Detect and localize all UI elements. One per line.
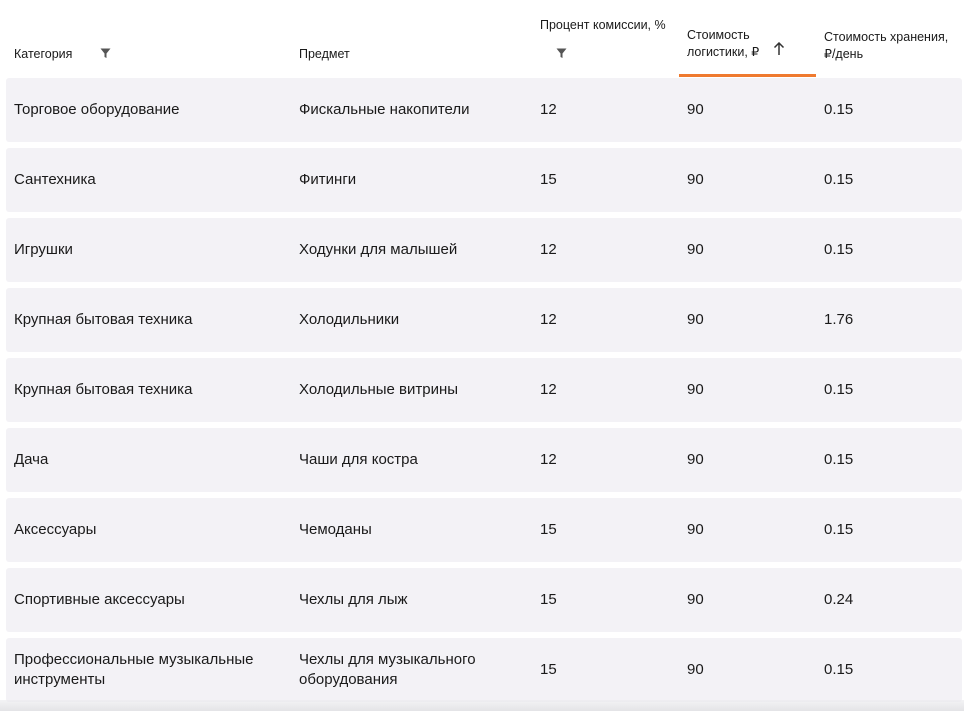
cell-commission: 15 — [540, 521, 557, 538]
cell-category: Аксессуары — [14, 521, 97, 538]
column-header-label: Стоимость хранения, — [824, 30, 949, 44]
cell-logistics: 90 — [687, 241, 704, 258]
column-header-label: Предмет — [299, 47, 350, 61]
column-header-logistics[interactable]: Стоимость логистики, ₽ — [687, 27, 759, 61]
cell-logistics: 90 — [687, 591, 704, 608]
column-header-label: Стоимость — [687, 28, 750, 42]
filter-icon[interactable] — [100, 47, 111, 64]
table-row[interactable]: Дача Чаши для костра 12 90 0.15 — [6, 428, 962, 492]
table-row[interactable]: Сантехника Фитинги 15 90 0.15 — [6, 148, 962, 212]
table-row[interactable]: Торговое оборудование Фискальные накопите… — [6, 78, 962, 142]
cell-subject: Фитинги — [299, 171, 357, 188]
cell-category: Сантехника — [14, 171, 96, 188]
cell-subject: Холодильные витрины — [299, 381, 459, 398]
cell-storage: 0.24 — [824, 591, 854, 608]
cell-commission: 12 — [540, 451, 557, 468]
column-header-subject[interactable]: Предмет — [299, 46, 350, 63]
column-header-label: Процент комиссии, % — [540, 18, 666, 32]
cell-logistics: 90 — [687, 101, 704, 118]
cell-subject: Фискальные накопители — [299, 101, 470, 118]
cell-logistics: 90 — [687, 451, 704, 468]
cell-category: Спортивные аксессуары — [14, 591, 185, 608]
scroll-fade — [0, 700, 964, 711]
cell-storage: 1.76 — [824, 311, 854, 328]
table-row[interactable]: Крупная бытовая техника Холодильники 12 90 1… — [6, 288, 962, 352]
cell-storage: 0.15 — [824, 241, 854, 258]
table-row[interactable]: Спортивные аксессуары Чехлы для лыж 15 90 0.… — [6, 568, 962, 632]
cell-logistics: 90 — [687, 311, 704, 328]
column-header-label: Категория — [14, 47, 73, 61]
cell-storage: 0.15 — [824, 451, 854, 468]
cell-logistics: 90 — [687, 171, 704, 188]
cell-commission: 12 — [540, 311, 557, 328]
cell-commission: 15 — [540, 661, 557, 678]
cell-storage: 0.15 — [824, 381, 854, 398]
cell-storage: 0.15 — [824, 171, 854, 188]
cell-subject: Ходунки для малышей — [299, 241, 458, 258]
cell-logistics: 90 — [687, 521, 704, 538]
table-row[interactable]: Игрушки Ходунки для малышей 12 90 0.15 — [6, 218, 962, 282]
table-row[interactable]: Крупная бытовая техника Холодильные витри… — [6, 358, 962, 422]
cell-subject: Холодильники — [299, 311, 400, 328]
cell-logistics: 90 — [687, 661, 704, 678]
cell-category: Профессиональные музыкальные инструменты — [14, 651, 254, 688]
column-header-category[interactable]: Категория — [14, 46, 72, 63]
cell-commission: 15 — [540, 591, 557, 608]
cell-logistics: 90 — [687, 381, 704, 398]
table-row[interactable]: Профессиональные музыкальные инструменты… — [6, 638, 962, 702]
cell-subject: Чаши для костра — [299, 451, 418, 468]
arrow-up-icon[interactable] — [773, 41, 785, 61]
cell-commission: 12 — [540, 101, 557, 118]
column-header-commission[interactable]: Процент комиссии, % — [540, 17, 666, 34]
cell-category: Крупная бытовая техника — [14, 311, 193, 328]
column-header-label: логистики, ₽ — [687, 45, 760, 59]
table-row[interactable]: Аксессуары Чемоданы 15 90 0.15 — [6, 498, 962, 562]
table-header: Категория Предмет Процент комиссии, % Ст… — [0, 0, 964, 77]
active-sort-indicator — [679, 74, 816, 77]
column-header-label: ₽/день — [824, 47, 864, 61]
column-header-storage[interactable]: Стоимость хранения, ₽/день — [824, 29, 948, 63]
filter-icon[interactable] — [556, 47, 567, 64]
cell-commission: 12 — [540, 241, 557, 258]
cell-storage: 0.15 — [824, 661, 854, 678]
cell-commission: 12 — [540, 381, 557, 398]
cell-subject: Чемоданы — [299, 521, 372, 538]
cell-category: Крупная бытовая техника — [14, 381, 193, 398]
cell-category: Игрушки — [14, 241, 73, 258]
cell-storage: 0.15 — [824, 521, 854, 538]
cell-subject: Чехлы для музыкального оборудования — [299, 651, 476, 688]
cell-category: Торговое оборудование — [14, 101, 180, 118]
cell-commission: 15 — [540, 171, 557, 188]
cell-subject: Чехлы для лыж — [299, 591, 408, 608]
cell-storage: 0.15 — [824, 101, 854, 118]
cell-category: Дача — [14, 451, 49, 468]
